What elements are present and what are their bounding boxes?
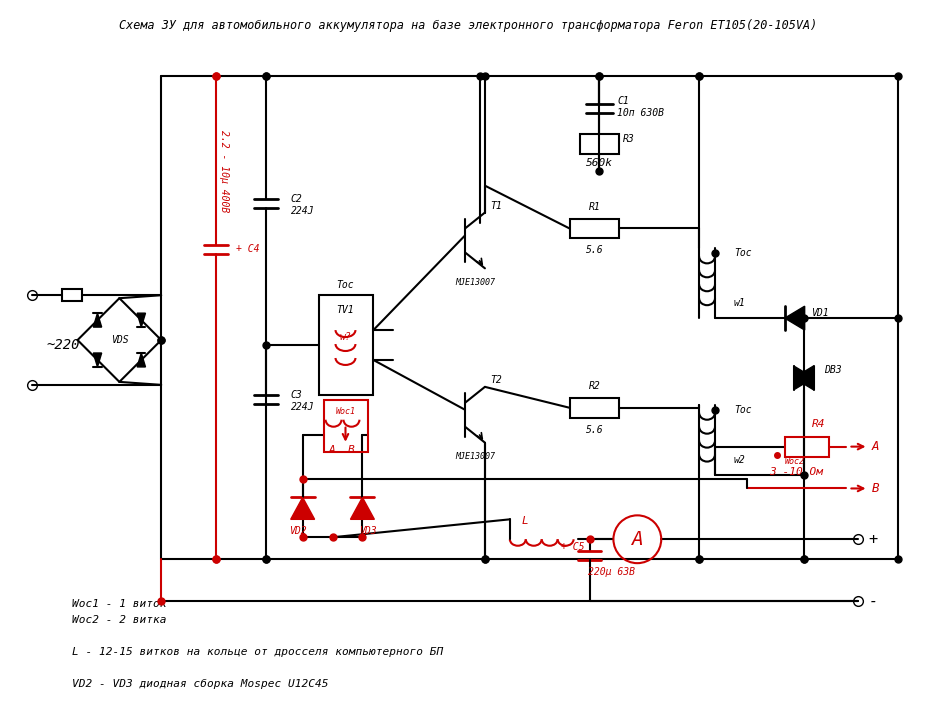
Text: w?: w? [340,332,351,342]
Text: Toc: Toc [734,405,752,415]
Text: L - 12-15 витков на кольце от дросселя компьютерного БП: L - 12-15 витков на кольце от дросселя к… [71,647,443,657]
Text: T2: T2 [490,375,502,385]
Text: w2: w2 [734,455,746,465]
Polygon shape [94,353,102,367]
Bar [324,400,369,451]
Text: L: L [521,516,528,527]
Text: C3: C3 [291,390,302,400]
Bar [62,289,81,301]
Text: +: + [869,531,878,547]
Text: A: A [329,444,335,455]
Text: Схема ЗУ для автомобильного аккумулятора на базе электронного трансформатора Fer: Схема ЗУ для автомобильного аккумулятора… [119,19,817,32]
Text: VD1: VD1 [811,308,828,318]
Text: 10п 630В: 10п 630В [618,108,665,118]
Text: R3: R3 [623,134,636,144]
Bar [579,134,620,154]
Text: 5.6: 5.6 [586,425,604,434]
Bar [570,219,620,238]
Text: VD3: VD3 [358,527,376,536]
Text: -: - [869,593,878,609]
Text: MJE13007: MJE13007 [455,278,495,287]
Text: 224J: 224J [291,402,314,412]
Text: C1: C1 [618,96,629,106]
Text: B: B [871,482,879,495]
Text: C2: C2 [291,193,302,204]
Polygon shape [350,498,374,520]
Text: VD2: VD2 [289,527,306,536]
Polygon shape [137,353,145,367]
Polygon shape [137,313,145,327]
Text: Woc1: Woc1 [335,407,356,416]
Text: Toc: Toc [734,248,752,259]
Polygon shape [784,307,805,330]
Text: + C4: + C4 [236,245,259,254]
Text: w1: w1 [734,298,746,308]
Text: MJE13007: MJE13007 [455,452,495,461]
Text: T1: T1 [490,200,502,211]
Text: DB3: DB3 [824,365,841,375]
Text: 220µ 63В: 220µ 63В [588,567,635,577]
Bar [784,437,828,456]
Text: Woc2 - 2 витка: Woc2 - 2 витка [71,615,166,625]
Text: B: B [348,444,355,455]
Text: A: A [632,530,643,549]
Text: A: A [871,440,879,453]
Text: Woc1 - 1 виток: Woc1 - 1 виток [71,599,166,609]
Text: Toc: Toc [337,280,355,290]
Bar [318,295,373,395]
Text: R4: R4 [812,419,826,429]
Text: VDS: VDS [110,335,128,345]
Text: VD2 - VD3 диодная сборка Mospec U12C45: VD2 - VD3 диодная сборка Mospec U12C45 [71,678,329,689]
Text: ~220: ~220 [47,338,80,352]
Polygon shape [794,366,813,390]
Text: + C5: + C5 [561,542,585,553]
Text: 224J: 224J [291,205,314,216]
Text: TV1: TV1 [337,305,355,315]
Text: 560k: 560k [586,157,613,168]
Polygon shape [94,313,102,327]
Text: 3 -10 Ом: 3 -10 Ом [768,467,823,477]
Polygon shape [291,498,314,520]
Bar [570,398,620,418]
Text: 2.2 - 10µ 400В: 2.2 - 10µ 400В [219,129,229,212]
Text: R1: R1 [589,202,600,212]
Text: R2: R2 [589,381,600,391]
Text: Woc2: Woc2 [784,457,805,466]
Polygon shape [794,366,813,390]
Text: 5.6: 5.6 [586,245,604,255]
